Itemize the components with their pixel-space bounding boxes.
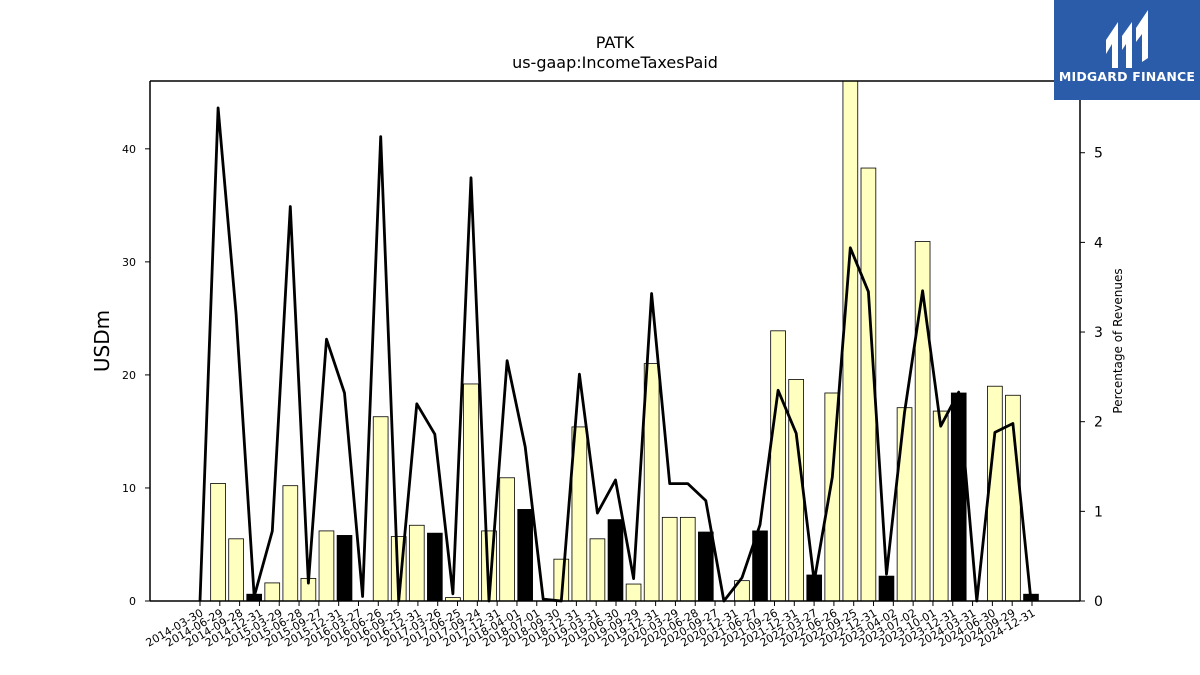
bar [878, 575, 895, 602]
bar [463, 383, 479, 602]
chart-subtitle: us-gaap:IncomeTaxesPaid [512, 53, 718, 72]
bar [228, 538, 244, 602]
y2-tick-label: 1 [1094, 504, 1103, 520]
y-tick-label: 30 [122, 256, 136, 269]
brand-logo: MIDGARD FINANCE [1054, 0, 1200, 100]
bar [408, 524, 425, 602]
y2-tick-label: 3 [1094, 325, 1103, 341]
bar [517, 509, 533, 602]
y-axis-label: USDm [90, 310, 114, 372]
logo-icon [1106, 10, 1148, 68]
bar [950, 392, 967, 602]
y2-tick-label: 5 [1094, 146, 1103, 162]
bar [318, 530, 335, 602]
y2-axis-label: Percentage of Revenues [1111, 268, 1125, 413]
bar [661, 516, 678, 602]
bar [372, 416, 389, 602]
y-tick-label: 40 [122, 143, 136, 156]
bar [336, 535, 353, 602]
logo-text: MIDGARD FINANCE [1058, 69, 1196, 84]
y-tick-label: 20 [122, 369, 136, 382]
bar [842, 80, 859, 602]
y-tick-label: 0 [129, 595, 136, 608]
bar [499, 477, 515, 602]
bar [589, 538, 606, 602]
y2-tick-label: 0 [1094, 594, 1103, 610]
bar [427, 532, 443, 602]
bar [643, 363, 660, 602]
bar [607, 519, 624, 602]
bar [932, 410, 949, 602]
bar [896, 407, 913, 602]
y-tick-label: 10 [122, 482, 136, 495]
bar [282, 485, 299, 602]
y2-tick-label: 4 [1094, 235, 1103, 251]
bar [698, 531, 714, 602]
bar [770, 330, 786, 602]
y2-tick-label: 2 [1094, 415, 1103, 431]
bar [679, 516, 696, 602]
percentage-line [198, 106, 1033, 603]
bar [788, 379, 804, 602]
bar [625, 583, 642, 602]
chart-title: PATK [596, 33, 635, 52]
bar [210, 483, 226, 602]
bar [264, 582, 281, 602]
